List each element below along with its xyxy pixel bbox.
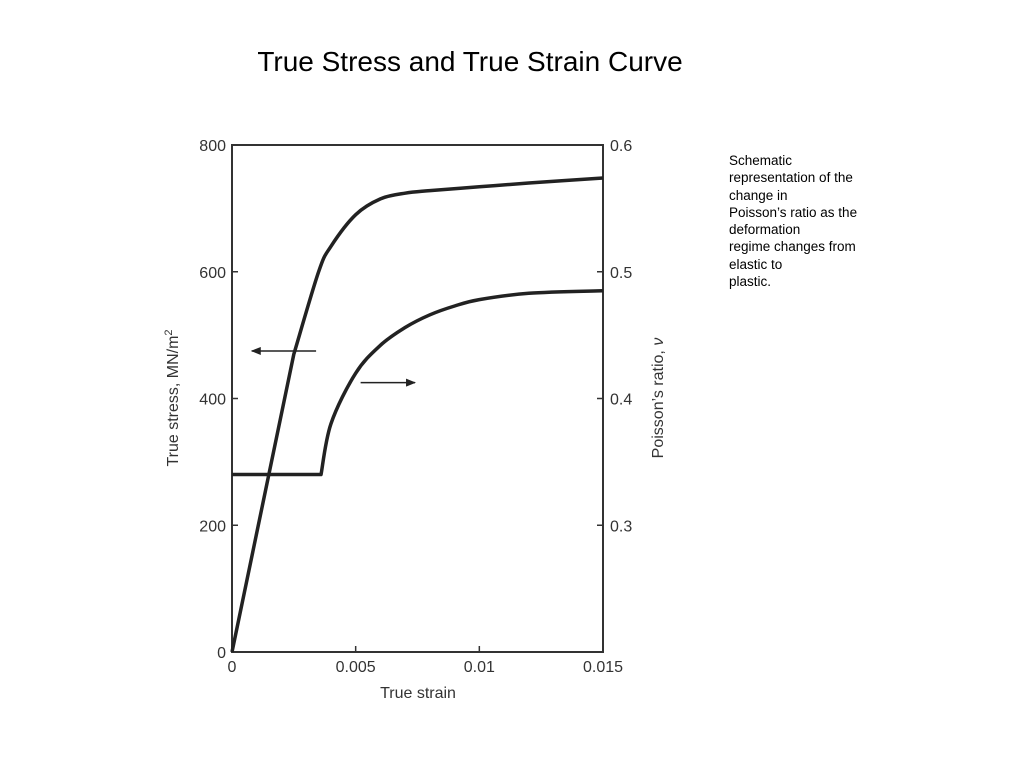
y-axis-left-label-sup: 2: [163, 329, 175, 335]
caption-line: plastic.: [729, 274, 772, 290]
y-axis-right-label-symbol: ν: [650, 338, 667, 346]
y-left-tick-label: 800: [199, 138, 226, 155]
caption-line: Schematic: [729, 153, 793, 168]
plot-frame: [231, 144, 604, 653]
x-tick-label: 0.005: [336, 659, 376, 676]
ticks-layer: 0 0.005 0.01 0.015 0 200 400 600 800 0.3 0.4 0.5 0.6: [199, 138, 632, 676]
annotation-layer: [250, 346, 417, 387]
caption-line: deformation: [729, 222, 801, 238]
caption-line: regime changes from: [729, 239, 856, 255]
x-tick-label: 0.01: [464, 659, 495, 676]
y-right-tick-label: 0.6: [610, 138, 632, 155]
x-axis-label: True strain: [380, 685, 456, 702]
y-axis-right-label-text: Poisson’s ratio,: [650, 346, 667, 459]
series-layer: [230, 176, 604, 653]
caption-line: elastic to: [729, 256, 783, 272]
y-left-tick-label: 200: [199, 518, 226, 535]
caption-line: representation of the: [729, 170, 853, 186]
y-right-tick-label: 0.5: [610, 265, 632, 282]
caption-line: change in: [729, 187, 788, 203]
y-right-tick-label: 0.3: [610, 518, 632, 535]
caption-line: Poisson’s ratio as the: [729, 204, 858, 220]
y-axis-left-label: True stress, MN/m2: [163, 329, 182, 466]
x-tick-label: 0: [228, 659, 237, 676]
y-right-tick-label: 0.4: [610, 392, 632, 409]
series-poissons-ratio-line: [232, 289, 604, 477]
y-left-tick-label: 0: [217, 645, 226, 662]
caption-note: Schematic representation of the change i…: [729, 152, 889, 290]
series-true-stress-line: [230, 176, 604, 653]
page-title: True Stress and True Strain Curve: [257, 46, 683, 77]
x-tick-label: 0.015: [583, 659, 623, 676]
y-axis-left-label-text: True stress, MN/m: [165, 336, 182, 467]
y-left-tick-label: 600: [199, 265, 226, 282]
y-left-tick-label: 400: [199, 392, 226, 409]
y-axis-right-label: Poisson’s ratio, ν: [650, 338, 667, 459]
